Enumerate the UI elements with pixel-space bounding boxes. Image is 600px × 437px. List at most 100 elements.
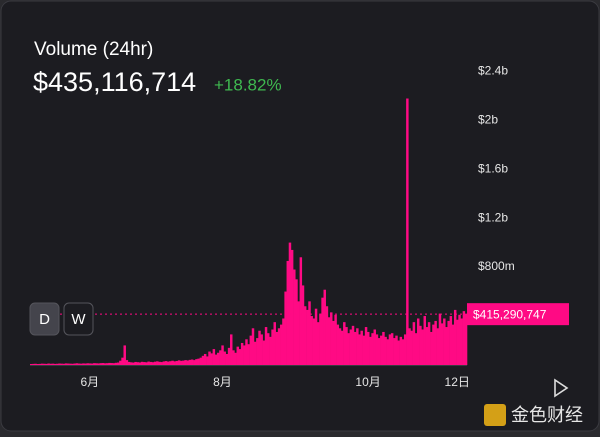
bar bbox=[343, 322, 346, 365]
bar bbox=[184, 360, 187, 365]
bar bbox=[138, 362, 142, 365]
bar bbox=[362, 335, 366, 365]
bar bbox=[436, 328, 440, 365]
bar bbox=[158, 361, 161, 365]
bar bbox=[112, 363, 116, 365]
x-tick-label: 8月 bbox=[213, 375, 232, 389]
bar bbox=[164, 361, 168, 365]
bar bbox=[210, 353, 213, 365]
bar bbox=[221, 345, 224, 365]
bar bbox=[88, 363, 92, 365]
bar bbox=[399, 336, 403, 365]
bar bbox=[80, 363, 83, 365]
bar bbox=[208, 351, 211, 365]
bar bbox=[260, 334, 263, 365]
bar bbox=[56, 363, 59, 365]
bar bbox=[190, 359, 194, 365]
bar bbox=[262, 340, 266, 365]
bar bbox=[449, 316, 453, 365]
bar bbox=[386, 339, 390, 365]
bar bbox=[360, 330, 363, 365]
bar bbox=[162, 361, 166, 365]
bar bbox=[249, 335, 253, 365]
headline-value: $435,116,714 bbox=[33, 67, 196, 97]
bar bbox=[119, 360, 122, 365]
bar bbox=[284, 291, 287, 365]
bar bbox=[140, 361, 144, 365]
bar bbox=[173, 361, 176, 365]
bar bbox=[351, 325, 355, 365]
bar bbox=[458, 314, 461, 365]
bar bbox=[414, 333, 418, 365]
bar bbox=[253, 341, 257, 365]
bar bbox=[453, 309, 457, 365]
bar bbox=[251, 328, 255, 365]
bar bbox=[353, 331, 357, 365]
bar bbox=[230, 334, 233, 365]
bar bbox=[71, 363, 74, 365]
bar bbox=[327, 317, 331, 365]
bar bbox=[182, 360, 185, 365]
bar bbox=[186, 360, 190, 365]
bar bbox=[206, 356, 209, 365]
bar bbox=[266, 333, 270, 365]
bar bbox=[116, 362, 120, 365]
bar bbox=[460, 318, 463, 365]
interval-button[interactable] bbox=[29, 302, 60, 336]
bar bbox=[401, 339, 405, 365]
bar bbox=[377, 338, 381, 365]
bar bbox=[134, 361, 137, 365]
bar bbox=[32, 363, 35, 365]
bar bbox=[369, 336, 372, 365]
bar bbox=[125, 360, 129, 365]
bar bbox=[171, 360, 174, 365]
interval-button[interactable] bbox=[63, 302, 94, 336]
bar bbox=[123, 345, 126, 365]
bar bbox=[321, 297, 324, 365]
bar bbox=[53, 363, 57, 365]
bar bbox=[169, 361, 172, 365]
play-icon[interactable] bbox=[554, 378, 569, 398]
bar bbox=[77, 363, 81, 365]
bar bbox=[99, 363, 103, 365]
bar bbox=[273, 322, 276, 365]
bar bbox=[316, 322, 320, 365]
bar bbox=[145, 362, 148, 365]
bar bbox=[286, 260, 290, 365]
bar bbox=[66, 363, 70, 365]
bar bbox=[390, 333, 394, 365]
bar bbox=[225, 353, 229, 365]
bar bbox=[325, 306, 329, 365]
bar bbox=[175, 360, 179, 365]
interval-button-label[interactable]: D bbox=[39, 311, 50, 328]
bar bbox=[438, 313, 442, 365]
bar bbox=[114, 362, 118, 365]
interval-button-label[interactable]: W bbox=[71, 311, 86, 328]
bar bbox=[47, 363, 50, 365]
bar bbox=[451, 324, 455, 365]
bar bbox=[308, 301, 311, 365]
bar bbox=[177, 360, 181, 365]
bar bbox=[43, 363, 46, 365]
bar bbox=[256, 338, 259, 365]
bar bbox=[240, 342, 244, 365]
x-tick-label: 12日 bbox=[445, 375, 470, 389]
bar bbox=[384, 336, 387, 365]
bar bbox=[290, 249, 294, 365]
bar bbox=[143, 362, 146, 365]
bar bbox=[271, 329, 274, 365]
bar bbox=[232, 350, 235, 365]
change: +18.82% bbox=[214, 75, 282, 94]
bar bbox=[310, 316, 313, 365]
bar bbox=[223, 351, 226, 365]
bar bbox=[282, 318, 285, 365]
bar bbox=[421, 329, 424, 365]
bar bbox=[86, 363, 90, 365]
bar bbox=[277, 328, 281, 365]
play-button[interactable] bbox=[554, 378, 569, 398]
bar bbox=[60, 363, 63, 365]
bar bbox=[97, 363, 100, 365]
bar bbox=[197, 358, 200, 365]
